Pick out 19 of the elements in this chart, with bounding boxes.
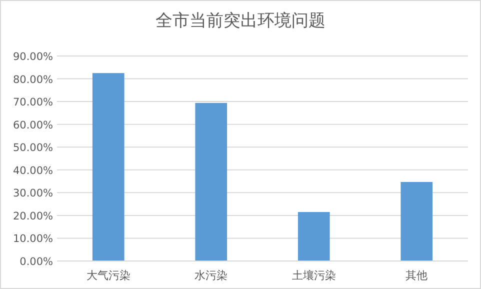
y-tick-label: 90.00%	[12, 51, 54, 63]
y-tick-label: 50.00%	[12, 142, 54, 154]
bar	[298, 212, 330, 261]
chart-title: 全市当前突出环境问题	[156, 11, 326, 31]
y-tick-label: 0.00%	[20, 256, 54, 268]
bar	[400, 182, 433, 261]
y-tick-label: 70.00%	[12, 96, 54, 109]
y-tick-label: 20.00%	[12, 210, 54, 222]
bar	[92, 73, 124, 261]
y-tick-label: 80.00%	[12, 74, 54, 86]
y-tick-label: 10.00%	[12, 233, 54, 246]
x-tick-label: 土壤污染	[292, 269, 336, 282]
y-tick-label: 40.00%	[12, 164, 54, 177]
y-tick-label: 60.00%	[12, 119, 54, 132]
x-tick-label: 大气污染	[86, 269, 130, 282]
x-tick-label: 其他	[406, 269, 428, 282]
x-tick-label: 水污染	[194, 269, 228, 282]
y-tick-label: 30.00%	[12, 188, 54, 200]
bar	[195, 102, 228, 261]
